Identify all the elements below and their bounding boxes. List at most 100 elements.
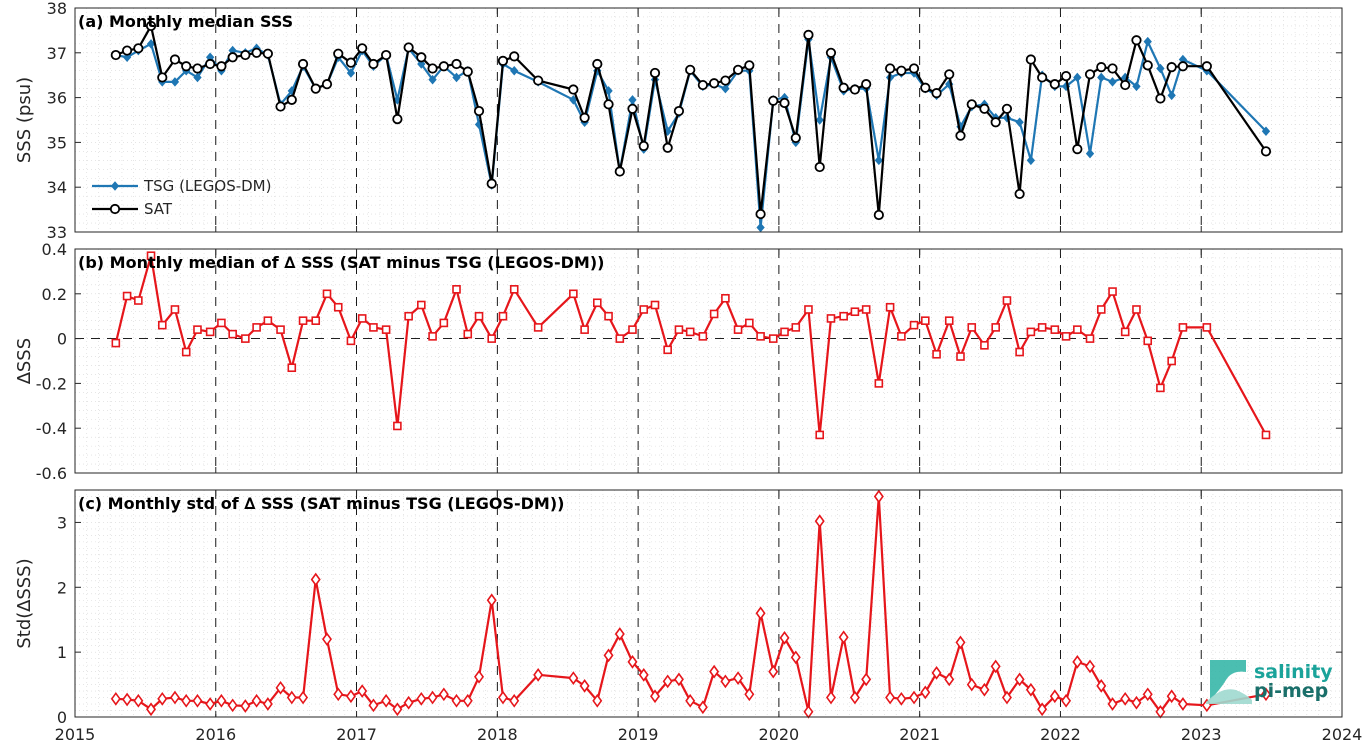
- data-point: [462, 66, 473, 77]
- data-point: [885, 63, 896, 74]
- data-point: [650, 300, 660, 310]
- data-point: [790, 132, 801, 144]
- data-point: [980, 341, 989, 350]
- data-point: [157, 72, 168, 83]
- data-point: [417, 300, 426, 310]
- data-point: [1167, 356, 1176, 366]
- data-point: [614, 166, 625, 177]
- data-point: [1096, 305, 1106, 314]
- data-point: [849, 690, 860, 705]
- data-point: [346, 68, 356, 78]
- data-point: [110, 691, 121, 706]
- data-point: [1156, 383, 1165, 393]
- data-point: [1002, 296, 1012, 305]
- data-point: [603, 648, 614, 663]
- data-point: [1132, 305, 1141, 314]
- data-point: [333, 687, 344, 702]
- data-point: [241, 334, 250, 343]
- data-point: [990, 659, 1001, 674]
- x-tick-label: 2016: [195, 725, 236, 744]
- data-point: [192, 63, 203, 74]
- y-axis-label: ∆SSS: [14, 338, 35, 385]
- y-tick-label: 3: [57, 513, 67, 532]
- data-point: [1097, 72, 1106, 83]
- x-tick-label: 2020: [759, 725, 800, 744]
- data-point: [685, 327, 695, 337]
- data-point: [497, 55, 509, 66]
- data-point: [193, 72, 202, 83]
- data-point: [826, 314, 836, 323]
- data-point: [1261, 126, 1271, 136]
- data-point: [920, 685, 931, 700]
- data-point: [533, 323, 543, 332]
- data-point: [1037, 323, 1047, 332]
- data-point: [403, 695, 414, 710]
- data-point: [815, 115, 824, 125]
- data-point: [298, 316, 308, 325]
- data-point: [1025, 682, 1036, 697]
- data-point: [110, 49, 121, 61]
- data-point: [755, 606, 766, 621]
- data-point: [1001, 690, 1012, 705]
- data-point: [1015, 347, 1024, 357]
- data-point: [240, 699, 251, 713]
- data-point: [452, 285, 461, 294]
- data-point: [451, 58, 462, 70]
- data-point: [205, 327, 215, 337]
- data-point: [333, 48, 344, 59]
- data-point: [932, 349, 941, 359]
- data-point: [885, 690, 896, 705]
- data-point: [1131, 695, 1142, 710]
- data-point: [252, 323, 261, 332]
- data-point: [392, 114, 403, 125]
- data-point: [1037, 702, 1048, 717]
- data-point: [780, 327, 789, 337]
- data-point: [896, 691, 907, 706]
- data-point: [262, 48, 273, 59]
- y-tick-label: -0.6: [36, 464, 67, 483]
- data-point: [368, 58, 379, 70]
- y-tick-label: 0: [57, 708, 67, 727]
- panel-b-median-delta-sss: -0.6 -0.4 -0.2 0 0.2 0.4 (b) Monthly median of…: [14, 240, 1343, 483]
- x-axis-years: 2015 2016 2017 2018 2019 2020 2021 2022 2023 2024: [55, 725, 1363, 744]
- data-point: [720, 674, 731, 689]
- data-point: [497, 690, 508, 705]
- data-point: [1085, 334, 1095, 343]
- data-point: [438, 687, 449, 702]
- data-point: [604, 311, 613, 321]
- data-point: [744, 60, 755, 71]
- data-point: [663, 345, 672, 355]
- data-point: [251, 47, 262, 58]
- data-point: [967, 323, 977, 332]
- data-point: [498, 311, 508, 321]
- legend-marker: [110, 181, 120, 191]
- data-point: [1050, 325, 1060, 334]
- x-tick-label: 2015: [55, 725, 96, 744]
- data-point: [1096, 679, 1107, 693]
- data-point: [474, 669, 485, 684]
- data-point: [1131, 35, 1142, 46]
- data-point: [779, 631, 790, 645]
- data-point: [733, 325, 743, 334]
- data-point: [1085, 148, 1095, 159]
- data-point: [568, 671, 579, 685]
- data-point: [1025, 54, 1036, 65]
- data-point: [720, 75, 731, 86]
- data-point: [181, 347, 191, 357]
- x-tick-label: 2017: [336, 725, 377, 744]
- data-point: [944, 69, 955, 80]
- data-point: [193, 325, 202, 334]
- data-point: [909, 690, 920, 705]
- data-point: [709, 309, 719, 319]
- data-point: [931, 88, 942, 99]
- panel-title: (b) Monthly median of ∆ SSS (SAT minus T…: [78, 253, 604, 272]
- data-point: [569, 95, 578, 105]
- data-point: [990, 117, 1001, 128]
- data-point: [509, 285, 519, 294]
- data-point: [1108, 287, 1117, 296]
- data-point: [1120, 327, 1130, 337]
- data-point: [979, 103, 990, 114]
- data-point: [262, 697, 273, 711]
- data-point: [170, 305, 180, 314]
